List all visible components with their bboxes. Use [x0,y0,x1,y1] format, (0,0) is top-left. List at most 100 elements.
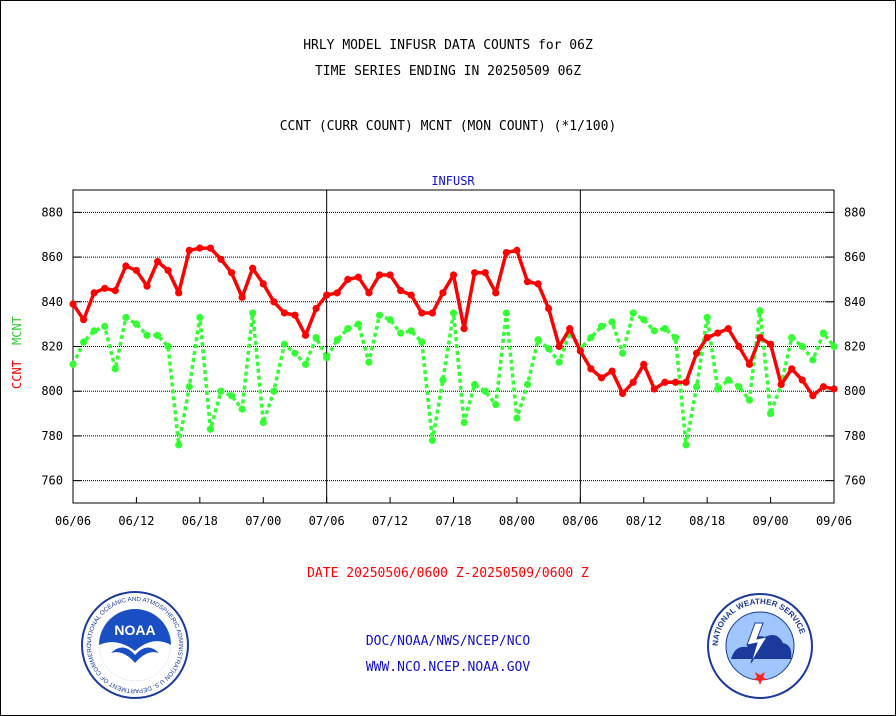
y-axis-label-ccnt: CCNT [10,360,24,389]
y-tick-label: 760 [844,474,866,488]
data-point-mcnt [545,345,553,353]
y-tick-labels-right: 760 780 800 820 840 860 880 [844,205,866,487]
data-point-ccnt [111,287,119,295]
data-point-ccnt [301,331,310,339]
data-point-mcnt [587,333,595,342]
data-point-ccnt [724,325,732,333]
data-point-ccnt [164,266,172,275]
data-point-mcnt [650,327,658,335]
data-point-mcnt [502,309,510,317]
data-point-ccnt [703,333,711,342]
x-tick-label: 06/12 [118,514,154,528]
data-point-ccnt [471,269,479,277]
y-tick-label: 800 [844,384,866,398]
data-point-ccnt [619,389,627,398]
x-tick-label: 08/00 [499,514,535,528]
data-point-mcnt [809,356,817,364]
data-point-ccnt [513,246,521,254]
data-point-ccnt [661,378,669,386]
data-point-mcnt [597,322,606,330]
x-tick-label: 07/12 [372,514,408,528]
data-point-ccnt [766,340,775,348]
data-point-ccnt [323,291,331,299]
data-point-ccnt [756,333,764,342]
data-point-mcnt [69,360,77,368]
data-point-ccnt [650,385,658,393]
data-point-ccnt [175,289,183,297]
data-point-mcnt [714,385,722,393]
data-point-mcnt [79,338,88,346]
data-point-ccnt [354,273,362,281]
data-point-mcnt [143,331,151,339]
data-point-mcnt [534,336,542,344]
data-point-ccnt [629,378,637,386]
data-point-mcnt [291,349,299,357]
data-point-ccnt [492,289,500,297]
data-point-mcnt [471,380,479,389]
data-point-mcnt [439,376,447,384]
data-point-ccnt [291,311,299,319]
x-tick-label: 09/00 [753,514,789,528]
data-point-ccnt [449,271,458,279]
data-point-mcnt [196,313,204,322]
data-point-ccnt [428,309,436,317]
chart-subtitle: CCNT (CURR COUNT) MCNT (MON COUNT) (*1/1… [279,119,617,134]
data-point-ccnt [227,269,236,277]
data-point-mcnt [788,333,796,342]
y-tick-label: 880 [844,205,866,219]
data-point-ccnt [788,365,796,373]
data-point-ccnt [587,365,595,373]
x-tick-labels: 06/06 06/12 06/18 07/00 07/06 07/12 07/18 08/00… [55,497,852,528]
data-point-ccnt [692,349,701,357]
y-tick-label: 840 [41,295,63,309]
y-tick-label: 760 [41,474,63,488]
data-point-mcnt [608,318,616,326]
data-point-mcnt [259,418,267,427]
data-point-ccnt [418,309,426,317]
data-point-mcnt [386,316,394,324]
data-point-ccnt [249,264,257,272]
data-point-ccnt [597,374,606,382]
data-point-mcnt [312,333,320,342]
data-point-ccnt [238,293,246,301]
data-point-mcnt [122,313,130,322]
data-point-ccnt [714,329,722,337]
data-point-mcnt [323,354,331,362]
data-point-mcnt [629,309,637,317]
data-point-ccnt [397,287,405,295]
data-point-ccnt [745,360,754,368]
data-point-mcnt [333,336,341,344]
data-point-ccnt [312,304,320,313]
nws-logo: NATIONAL WEATHER SERVICE [707,593,813,699]
data-point-ccnt [809,392,817,400]
data-point-ccnt [217,255,225,263]
data-point-mcnt [344,325,352,333]
data-point-ccnt [439,289,447,297]
data-point-mcnt [270,387,278,395]
panel-title: INFUSR [431,174,475,188]
data-point-mcnt [682,441,690,449]
noaa-logo: NATIONAL OCEANIC AND ATMOSPHERIC ADMINIS… [81,591,189,699]
data-point-mcnt [280,340,288,348]
data-point-mcnt [745,396,754,404]
data-point-ccnt [270,298,278,306]
y-axis-label: CCNT MCNT [10,316,24,389]
data-point-mcnt [671,333,680,342]
data-point-mcnt [90,327,98,335]
data-point-mcnt [101,322,109,330]
data-point-ccnt [101,284,109,292]
data-point-ccnt [407,291,415,299]
y-tick-label: 840 [844,295,866,309]
data-point-mcnt [830,342,838,351]
data-point-mcnt [735,383,743,391]
x-tick-label: 07/00 [245,514,281,528]
data-point-mcnt [766,409,775,418]
y-tick-label: 880 [41,205,63,219]
chart-title-line1: HRLY MODEL INFUSR DATA COUNTS for 06Z [303,38,593,53]
x-tick-label: 07/18 [435,514,471,528]
url-line[interactable]: WWW.NCO.NCEP.NOAA.GOV [365,660,531,675]
data-point-ccnt [523,278,532,286]
data-point-ccnt [259,280,267,288]
